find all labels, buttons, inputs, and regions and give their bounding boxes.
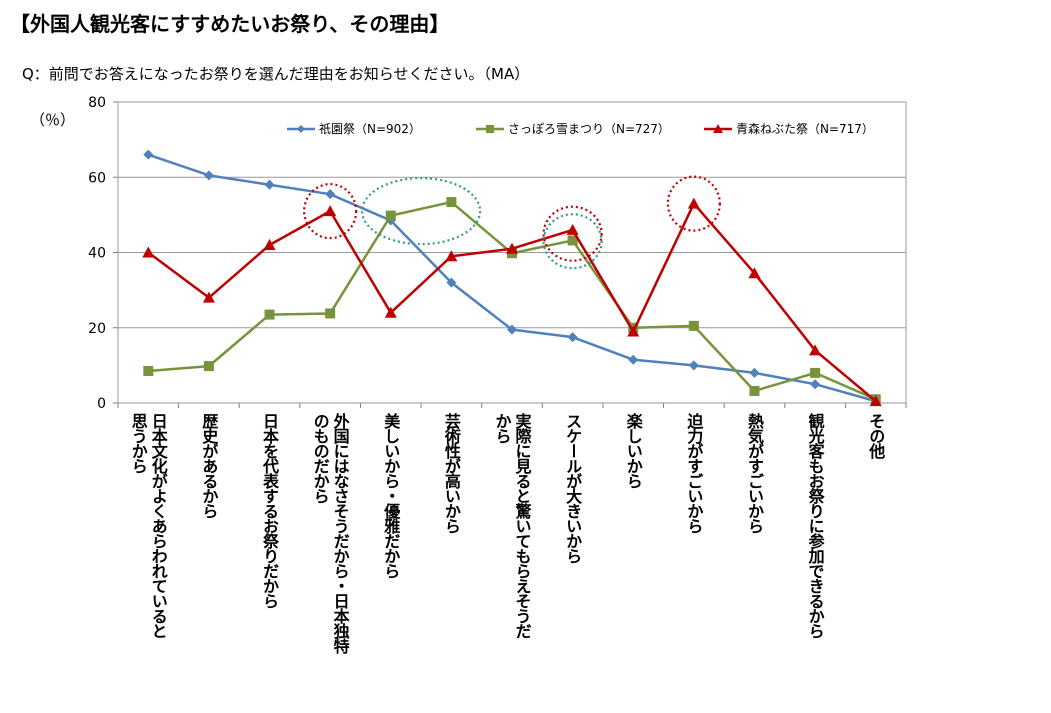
x-tick-label: 歴史があるから <box>199 413 218 519</box>
data-point <box>143 366 154 377</box>
x-tick-label: 思うから <box>129 413 148 474</box>
data-point <box>749 385 760 396</box>
data-point <box>203 170 214 181</box>
highlight-circle <box>666 175 721 232</box>
y-tick-label: 0 <box>97 396 106 412</box>
y-tick-label: 40 <box>88 246 106 262</box>
data-point <box>627 325 640 337</box>
x-tick-label: 日本を代表するお祭りだから <box>260 413 280 609</box>
x-tick-label: から <box>493 413 512 444</box>
data-point <box>748 267 761 279</box>
data-point <box>325 308 336 319</box>
highlight-circle <box>542 205 603 262</box>
data-point <box>628 354 639 365</box>
chart-title: 【外国人観光客にすすめたいお祭り、その理由】 <box>10 12 450 36</box>
data-point <box>810 367 821 378</box>
data-point <box>687 197 700 209</box>
legend-marker <box>486 125 494 133</box>
x-tick-label: 楽しいから <box>624 412 644 489</box>
data-point <box>263 238 276 250</box>
data-point <box>264 309 275 320</box>
data-point <box>142 246 155 258</box>
data-point <box>384 306 397 318</box>
x-tick-label: 迫力がすごいから <box>684 412 704 534</box>
legend-marker <box>713 124 723 133</box>
highlight-circle <box>542 213 603 270</box>
x-tick-label: 熱気がすごいから <box>745 412 764 534</box>
y-axis-label: （％） <box>30 111 75 129</box>
data-point <box>324 205 337 217</box>
x-tick-label: のものだから <box>311 413 330 504</box>
highlight-circle <box>303 183 358 240</box>
data-point <box>688 320 699 331</box>
data-point <box>507 324 517 335</box>
data-point <box>203 361 214 372</box>
x-tick-label: 観光客もお祭りに参加できるから <box>806 412 826 639</box>
x-tick-label: スケールが大きいから <box>563 413 582 564</box>
x-tick-label: 日本文化がよくあらわれていると <box>149 413 168 639</box>
legend-marker <box>297 125 305 133</box>
data-point <box>749 367 760 378</box>
data-point <box>809 344 822 356</box>
data-point <box>446 277 457 288</box>
legend-label: 青森ねぶた祭（N=717） <box>736 121 874 136</box>
question-text: Q：前問でお答えになったお祭りを選んだ理由をお知らせください。（MA） <box>22 65 530 83</box>
y-tick-label: 60 <box>88 170 106 186</box>
x-tick-label: 外国にはなさそうだから・日本独特 <box>331 412 351 655</box>
data-point <box>264 179 275 190</box>
x-tick-label: その他 <box>866 413 886 460</box>
y-tick-label: 20 <box>88 321 106 337</box>
data-point <box>810 379 821 390</box>
highlight-circle <box>360 177 482 246</box>
y-tick-label: 80 <box>88 95 106 111</box>
x-tick-label: 実際に見ると驚いてもらえそうだ <box>513 412 533 639</box>
legend-label: 祇園祭（N=902） <box>319 122 421 136</box>
data-point <box>869 395 882 407</box>
data-point <box>566 223 579 235</box>
data-point <box>385 210 396 221</box>
x-tick-label: 芸術性が高いから <box>442 412 462 534</box>
data-point <box>202 291 215 303</box>
data-point <box>446 197 457 208</box>
data-point <box>688 360 699 371</box>
data-point <box>445 250 458 262</box>
data-point <box>143 149 154 160</box>
legend-label: さっぽろ雪まつり（N=727） <box>508 122 670 136</box>
data-point <box>567 332 578 343</box>
data-point <box>325 189 336 200</box>
data-point <box>567 235 578 246</box>
x-tick-label: 美しいから・優雅だから <box>381 412 401 579</box>
data-point <box>506 242 518 254</box>
